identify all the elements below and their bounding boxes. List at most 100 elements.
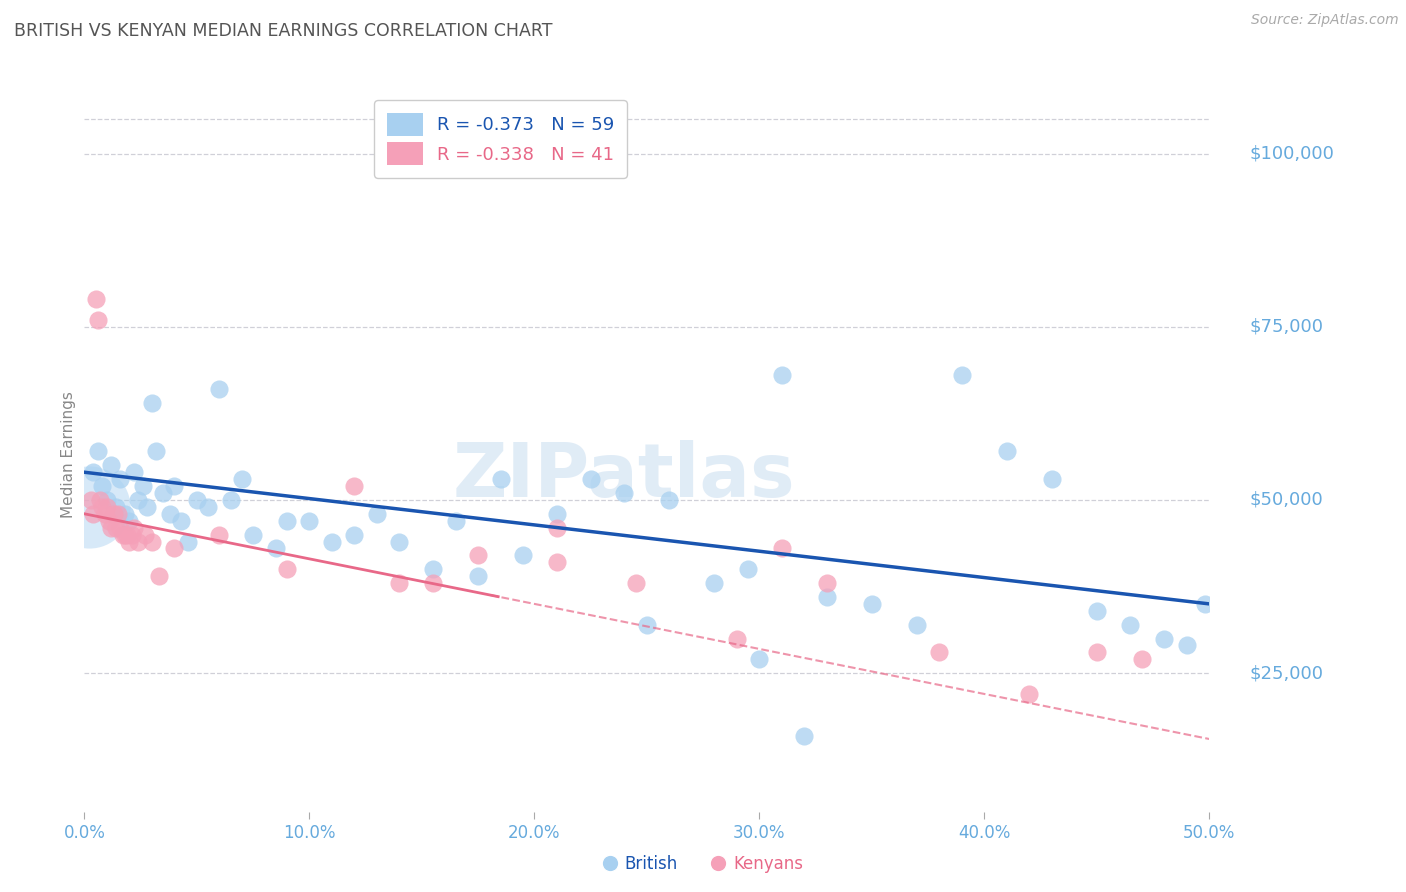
Point <box>100 458 122 473</box>
Point <box>1175 639 1198 653</box>
Point <box>114 507 136 521</box>
Point <box>1130 652 1153 666</box>
Point <box>122 465 145 479</box>
Point <box>152 486 174 500</box>
Point <box>197 500 219 514</box>
Point <box>388 576 411 591</box>
Point <box>264 541 287 556</box>
Point <box>115 527 138 541</box>
Point <box>613 486 636 500</box>
Point <box>815 590 838 604</box>
Point <box>148 569 170 583</box>
Text: BRITISH VS KENYAN MEDIAN EARNINGS CORRELATION CHART: BRITISH VS KENYAN MEDIAN EARNINGS CORREL… <box>14 22 553 40</box>
Point <box>546 521 568 535</box>
Point <box>366 507 388 521</box>
Point <box>298 514 321 528</box>
Point <box>145 444 167 458</box>
Legend: R = -0.373   N = 59, R = -0.338   N = 41: R = -0.373 N = 59, R = -0.338 N = 41 <box>374 100 627 178</box>
Point <box>1018 687 1040 701</box>
Point <box>444 514 467 528</box>
Point <box>995 444 1018 458</box>
Text: $25,000: $25,000 <box>1250 665 1323 682</box>
Text: $100,000: $100,000 <box>1250 145 1334 162</box>
Point <box>1194 597 1216 611</box>
Point <box>111 527 134 541</box>
Point <box>82 465 104 479</box>
Point <box>208 527 231 541</box>
Point <box>110 521 132 535</box>
Point <box>87 313 110 327</box>
Point <box>91 479 114 493</box>
Point <box>242 527 264 541</box>
Point <box>748 652 770 666</box>
Point <box>110 472 132 486</box>
Point <box>122 521 145 535</box>
Point <box>512 549 534 563</box>
Point <box>82 507 104 521</box>
Point <box>770 541 793 556</box>
Point <box>141 534 163 549</box>
Point <box>98 514 121 528</box>
Point <box>950 368 973 383</box>
Point <box>118 514 141 528</box>
Point <box>546 555 568 569</box>
Point <box>104 521 127 535</box>
Point <box>127 534 149 549</box>
Point <box>121 527 143 541</box>
Point <box>467 569 489 583</box>
Point <box>89 492 111 507</box>
Point <box>159 507 181 521</box>
Point <box>388 534 411 549</box>
Point <box>219 492 242 507</box>
Point <box>208 382 231 396</box>
Point <box>103 507 125 521</box>
Point <box>87 444 110 458</box>
Point <box>170 514 193 528</box>
Point <box>1119 617 1142 632</box>
Point <box>658 492 681 507</box>
Point <box>80 492 103 507</box>
Point <box>343 527 366 541</box>
Point <box>905 617 928 632</box>
Point <box>96 492 118 507</box>
Point <box>91 500 114 514</box>
Point <box>725 632 748 646</box>
Point <box>104 500 127 514</box>
Text: $50,000: $50,000 <box>1250 491 1323 509</box>
Point <box>96 500 118 514</box>
Point <box>1085 645 1108 659</box>
Text: Source: ZipAtlas.com: Source: ZipAtlas.com <box>1251 13 1399 28</box>
Point <box>163 541 186 556</box>
Point <box>860 597 883 611</box>
Text: ZIPatlas: ZIPatlas <box>453 440 796 513</box>
Point <box>1040 472 1063 486</box>
Point <box>928 645 950 659</box>
Point <box>737 562 759 576</box>
Point <box>134 527 156 541</box>
Point <box>489 472 512 486</box>
Point <box>276 514 298 528</box>
Point <box>114 527 136 541</box>
Point <box>118 534 141 549</box>
Point <box>815 576 838 591</box>
Point <box>1085 604 1108 618</box>
Point <box>231 472 253 486</box>
Point <box>136 500 159 514</box>
Point <box>132 479 155 493</box>
Point <box>276 562 298 576</box>
Text: $75,000: $75,000 <box>1250 318 1323 335</box>
Point <box>624 576 647 591</box>
Point <box>177 534 200 549</box>
Point <box>793 729 815 743</box>
Y-axis label: Median Earnings: Median Earnings <box>60 392 76 518</box>
Point <box>77 500 100 514</box>
Point <box>84 292 107 306</box>
Point <box>100 521 122 535</box>
Point <box>321 534 343 549</box>
Point <box>703 576 725 591</box>
Point <box>1153 632 1175 646</box>
Point <box>422 562 444 576</box>
Point <box>186 492 208 507</box>
Point <box>579 472 602 486</box>
Point <box>107 507 129 521</box>
